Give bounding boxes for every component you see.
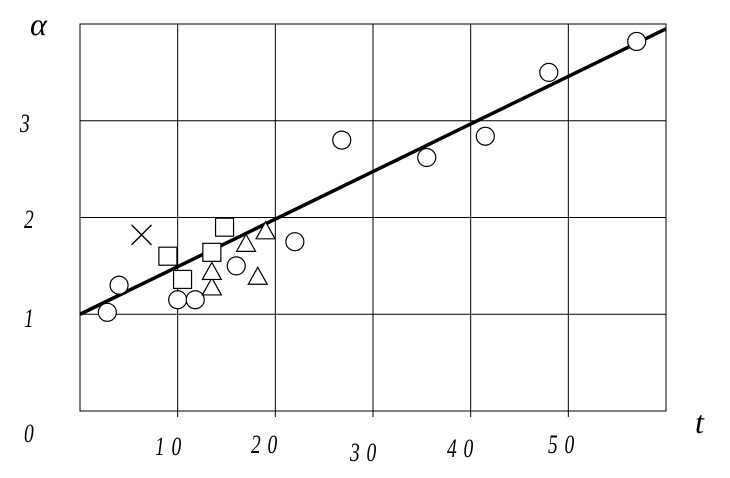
triangle-marker-4 [255,220,277,240]
triangle-marker-1 [201,261,223,281]
circle-marker-8 [475,126,495,146]
circle-marker-7 [417,147,437,168]
circle-marker-2 [168,290,188,310]
circle-marker-10 [627,31,647,52]
y-tick-label-0: 0 [24,419,34,448]
triangle-marker-2 [235,233,257,252]
square-marker-3 [214,217,235,237]
square-marker-2 [202,242,222,262]
circle-marker-1 [109,275,129,295]
x-tick-label-40: 40 [447,434,480,463]
square-marker-1 [172,269,193,290]
circle-marker-0 [97,302,117,322]
fit-line [79,27,667,316]
circle-marker-9 [539,62,559,82]
y-axis-label: α [30,6,47,42]
cross-marker-0 [131,224,153,246]
triangle-marker-0 [201,276,223,296]
circle-marker-4 [226,256,246,276]
x-tick-label-20: 20 [251,430,284,459]
x-tick-label-30: 30 [350,438,383,467]
y-tick-label-1: 1 [24,304,34,333]
x-tick-label-50: 50 [548,430,581,459]
circle-marker-6 [332,130,352,150]
square-marker-0 [158,246,178,266]
circle-marker-3 [185,290,205,310]
y-tick-label-3: 3 [20,109,30,138]
y-tick-label-2: 2 [24,205,34,234]
circle-marker-5 [285,232,305,252]
x-axis-label: t [695,404,704,440]
x-tick-label-10: 10 [155,432,188,461]
triangle-marker-3 [247,266,269,285]
